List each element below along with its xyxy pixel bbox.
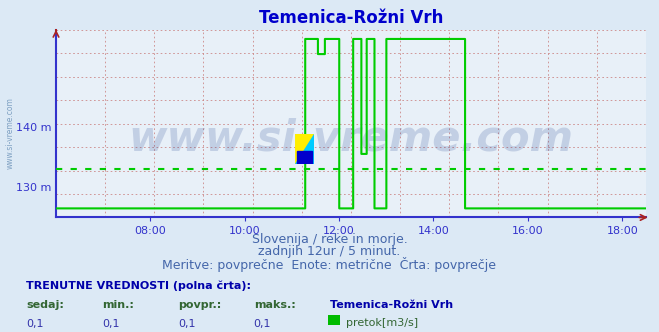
Text: povpr.:: povpr.:: [178, 300, 221, 310]
Text: www.si-vreme.com: www.si-vreme.com: [129, 118, 573, 160]
Text: 0,1: 0,1: [178, 319, 196, 329]
Text: 0,1: 0,1: [102, 319, 120, 329]
Text: zadnjih 12ur / 5 minut.: zadnjih 12ur / 5 minut.: [258, 245, 401, 258]
Text: Slovenija / reke in morje.: Slovenija / reke in morje.: [252, 233, 407, 246]
Text: 0,1: 0,1: [254, 319, 272, 329]
Text: 0,1: 0,1: [26, 319, 44, 329]
Text: sedaj:: sedaj:: [26, 300, 64, 310]
Text: Temenica-Rožni Vrh: Temenica-Rožni Vrh: [330, 300, 453, 310]
Text: maks.:: maks.:: [254, 300, 295, 310]
Title: Temenica-Rožni Vrh: Temenica-Rožni Vrh: [259, 9, 443, 27]
Text: www.si-vreme.com: www.si-vreme.com: [5, 97, 14, 169]
Text: min.:: min.:: [102, 300, 134, 310]
Bar: [297, 151, 312, 164]
Polygon shape: [295, 134, 314, 164]
Polygon shape: [295, 134, 314, 164]
Text: TRENUTNE VREDNOSTI (polna črta):: TRENUTNE VREDNOSTI (polna črta):: [26, 281, 251, 291]
Text: Meritve: povprečne  Enote: metrične  Črta: povprečje: Meritve: povprečne Enote: metrične Črta:…: [163, 257, 496, 272]
Text: pretok[m3/s]: pretok[m3/s]: [346, 318, 418, 328]
